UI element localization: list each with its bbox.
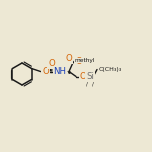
Text: NH: NH (54, 67, 67, 76)
Text: O: O (80, 72, 86, 81)
Text: /: / (86, 81, 88, 86)
Text: O: O (66, 54, 72, 63)
Text: Si: Si (86, 72, 94, 81)
Text: O: O (42, 67, 49, 76)
Polygon shape (65, 71, 69, 72)
Text: O: O (76, 57, 82, 66)
Text: C(CH₃)₃: C(CH₃)₃ (99, 67, 122, 72)
Text: O: O (48, 59, 55, 68)
Text: methyl: methyl (74, 58, 95, 63)
Text: /: / (92, 81, 94, 86)
